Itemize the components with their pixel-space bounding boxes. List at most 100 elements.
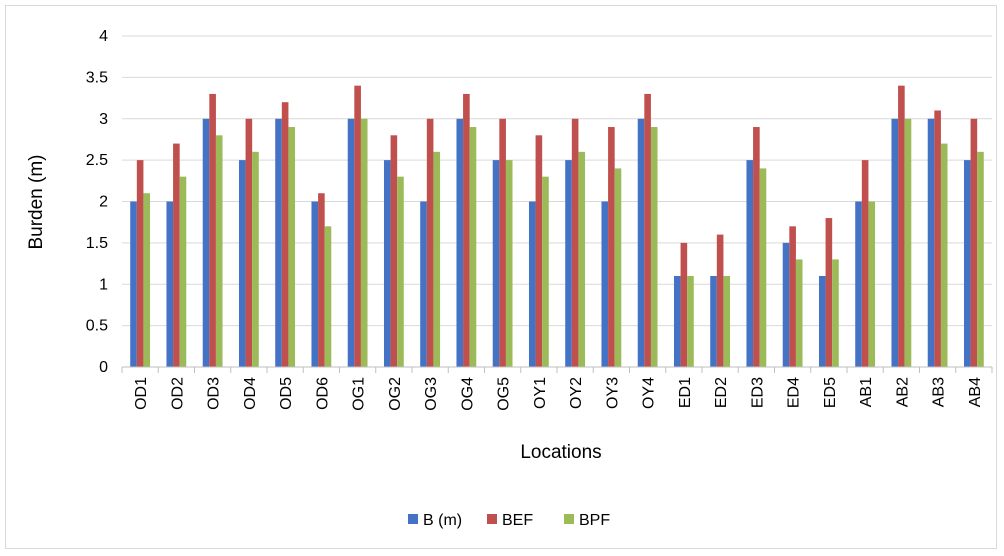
y-axis-title: Burden (m) xyxy=(26,154,47,249)
x-tick-label: OD5 xyxy=(278,377,295,410)
x-axis-title: Locations xyxy=(520,442,601,463)
bar-bpf-oy4 xyxy=(650,127,658,368)
bar-bef-od3 xyxy=(209,93,216,368)
bar-bpf-ed1 xyxy=(687,275,694,367)
bars xyxy=(130,85,984,368)
bar-bpf-od3 xyxy=(215,135,223,367)
legend-swatch xyxy=(487,514,497,524)
bar-bpf-ed5 xyxy=(832,259,839,367)
x-tick-label: OG1 xyxy=(351,377,368,411)
bar-bpf-ab3 xyxy=(940,143,948,367)
bar-b-m--ab4 xyxy=(963,160,971,367)
bar-bef-ab3 xyxy=(934,110,941,367)
bar-bef-ed2 xyxy=(716,234,724,367)
bar-bef-od4 xyxy=(245,118,253,367)
y-tick-label: 3.5 xyxy=(86,69,108,86)
bar-b-m--od4 xyxy=(238,160,246,367)
bar-b-m--oy2 xyxy=(565,160,572,367)
x-tick-label: AB3 xyxy=(931,377,948,407)
bar-bpf-od1 xyxy=(143,193,151,367)
bar-bpf-oy1 xyxy=(542,176,549,367)
bar-b-m--ed5 xyxy=(818,275,826,367)
legend-label: B (m) xyxy=(423,512,462,529)
bar-bef-od5 xyxy=(281,102,289,367)
bar-bpf-og4 xyxy=(469,127,477,368)
x-tick-label: ED3 xyxy=(749,377,766,408)
bar-b-m--og2 xyxy=(383,160,391,367)
bar-bpf-ab1 xyxy=(868,201,876,367)
bar-bpf-ed2 xyxy=(723,275,731,367)
y-tick-label: 4 xyxy=(99,28,108,45)
bar-bpf-ab2 xyxy=(904,118,912,367)
bar-bef-od2 xyxy=(173,143,180,367)
x-tick-labels: OD1 OD2 OD3 OD4 OD5 OD6 OG1 OG2 OG3 OG4 OG5 OY1 OY2 O… xyxy=(133,377,984,411)
y-tick-label: 2.5 xyxy=(86,152,108,169)
bar-bpf-od6 xyxy=(324,226,332,367)
legend-label: BEF xyxy=(502,512,533,529)
legend-label: BPF xyxy=(579,512,610,529)
x-tick-label: OG3 xyxy=(423,377,440,411)
bar-b-m--od3 xyxy=(202,118,210,367)
bar-bef-od6 xyxy=(318,193,325,367)
bar-b-m--od2 xyxy=(166,201,174,367)
bar-bpf-oy2 xyxy=(578,151,586,367)
bar-bef-ab1 xyxy=(861,160,869,367)
x-tick-label: ED4 xyxy=(786,377,803,408)
bar-bef-ab4 xyxy=(970,118,978,367)
bar-bpf-og2 xyxy=(397,176,404,367)
bar-b-m--od5 xyxy=(275,118,282,367)
bar-bef-og5 xyxy=(499,118,506,367)
bar-b-m--ed2 xyxy=(710,275,717,367)
bar-b-m--ed3 xyxy=(746,160,754,367)
x-tick-label: ED1 xyxy=(677,377,694,408)
bar-bpf-oy3 xyxy=(614,168,622,367)
x-tick-label: OD1 xyxy=(133,377,150,410)
bar-b-m--ab1 xyxy=(855,201,862,367)
x-tick-label: AB4 xyxy=(967,377,984,407)
bar-b-m--ab3 xyxy=(927,118,935,367)
bar-bef-oy4 xyxy=(644,93,651,368)
y-tick-label: 0 xyxy=(99,359,108,376)
x-tick-label: OY3 xyxy=(604,377,621,409)
bar-b-m--ab2 xyxy=(891,118,899,367)
bar-bpf-og5 xyxy=(505,160,513,367)
y-tick-label: 1 xyxy=(99,276,108,293)
bar-bef-og4 xyxy=(463,93,470,368)
bar-bpf-ed4 xyxy=(795,259,803,367)
bar-bef-oy1 xyxy=(535,135,543,367)
y-tick-label: 3 xyxy=(99,111,108,128)
bar-bpf-og1 xyxy=(360,118,368,367)
x-tick-label: ED5 xyxy=(822,377,839,408)
y-tick-label: 1.5 xyxy=(86,235,108,252)
bar-b-m--ed4 xyxy=(782,242,790,367)
bar-b-m--oy4 xyxy=(637,118,645,367)
axes xyxy=(121,366,993,373)
bar-b-m--ed1 xyxy=(673,275,681,367)
bar-bef-ab2 xyxy=(898,85,905,368)
gridlines xyxy=(122,35,992,327)
bar-bpf-ab4 xyxy=(977,151,984,367)
bar-bef-od1 xyxy=(136,160,144,367)
x-tick-label: OG5 xyxy=(496,377,513,411)
bar-b-m--og4 xyxy=(456,118,464,367)
x-tick-label: ED2 xyxy=(713,377,730,408)
bar-bef-og1 xyxy=(354,85,361,368)
bar-bef-ed5 xyxy=(825,218,833,367)
bar-bef-og2 xyxy=(390,135,398,367)
x-tick-label: OD6 xyxy=(314,377,331,410)
x-tick-label: OD4 xyxy=(242,377,259,410)
bar-bef-ed4 xyxy=(789,226,796,367)
x-tick-label: AB2 xyxy=(894,377,911,407)
bar-bef-oy3 xyxy=(608,127,615,368)
legend-swatch xyxy=(408,514,418,524)
bar-b-m--og1 xyxy=(347,118,355,367)
x-tick-label: OG2 xyxy=(387,377,404,411)
legend: B (m) BEF BPF xyxy=(408,512,610,529)
y-tick-label: 0.5 xyxy=(86,318,108,335)
bar-bef-og3 xyxy=(426,118,434,367)
x-tick-label: OY4 xyxy=(641,377,658,409)
bar-bef-ed3 xyxy=(753,127,760,368)
bar-bpf-od4 xyxy=(252,151,259,367)
x-tick-label: OY1 xyxy=(532,377,549,409)
